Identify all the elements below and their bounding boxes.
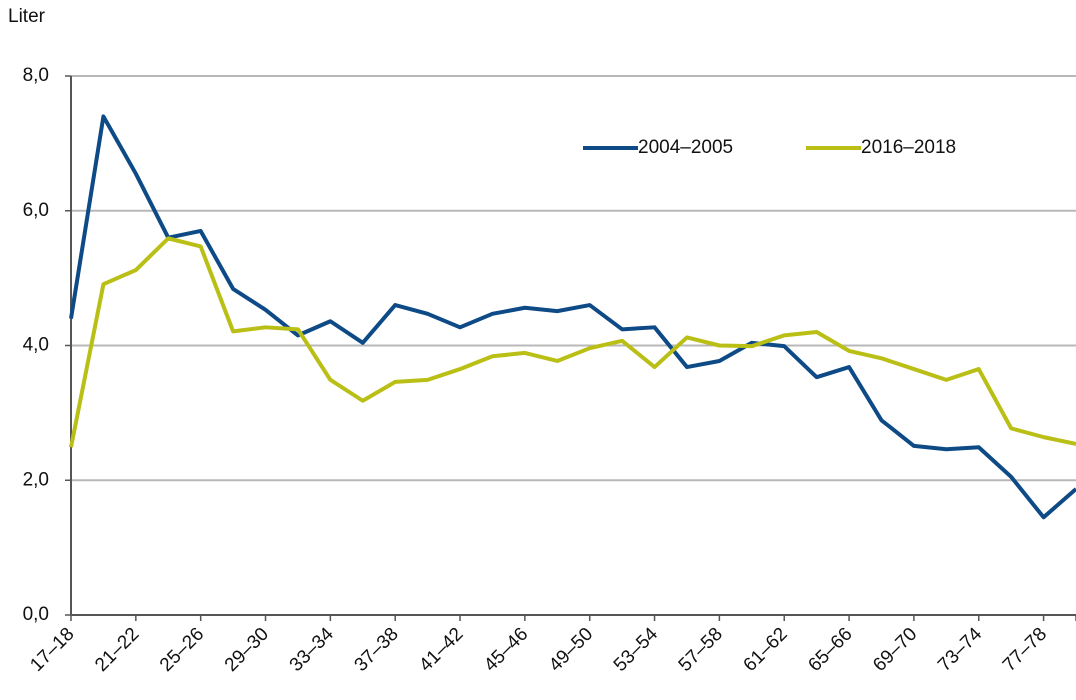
x-tick-label: 57–58 [675, 624, 727, 676]
series-line [69, 236, 1076, 448]
x-tick-label: 53–54 [610, 623, 663, 676]
x-tick-label: 77–78 [999, 624, 1051, 676]
x-tick-label: 17–18 [26, 624, 78, 676]
x-tick-label: 33–34 [286, 623, 339, 676]
y-tick-label: 0,0 [23, 604, 49, 625]
y-tick-label: 6,0 [23, 200, 49, 221]
y-tick-label: 4,0 [23, 335, 49, 356]
x-tick-label: 37–38 [351, 624, 403, 676]
y-axis-label: Liter [8, 6, 46, 27]
legend-label: 2016–2018 [861, 137, 956, 158]
x-tick-label: 21–22 [91, 624, 143, 676]
x-tick-label: 45–46 [480, 624, 532, 676]
x-tick-label: 25–26 [156, 624, 208, 676]
x-tick-label: 73–74 [934, 623, 987, 676]
x-tick-label: 65–66 [804, 624, 856, 676]
y-tick-label: 8,0 [23, 65, 49, 86]
x-tick-label: 69–70 [869, 624, 921, 676]
x-tick-label: 61–62 [740, 624, 792, 676]
y-tick-label: 2,0 [23, 469, 49, 490]
x-tick-label: 49–50 [545, 624, 597, 676]
x-tick-label: 41–42 [415, 624, 467, 676]
legend-label: 2004–2005 [638, 137, 733, 158]
series-line [69, 114, 1076, 520]
x-tick-label: 29–30 [221, 624, 273, 676]
